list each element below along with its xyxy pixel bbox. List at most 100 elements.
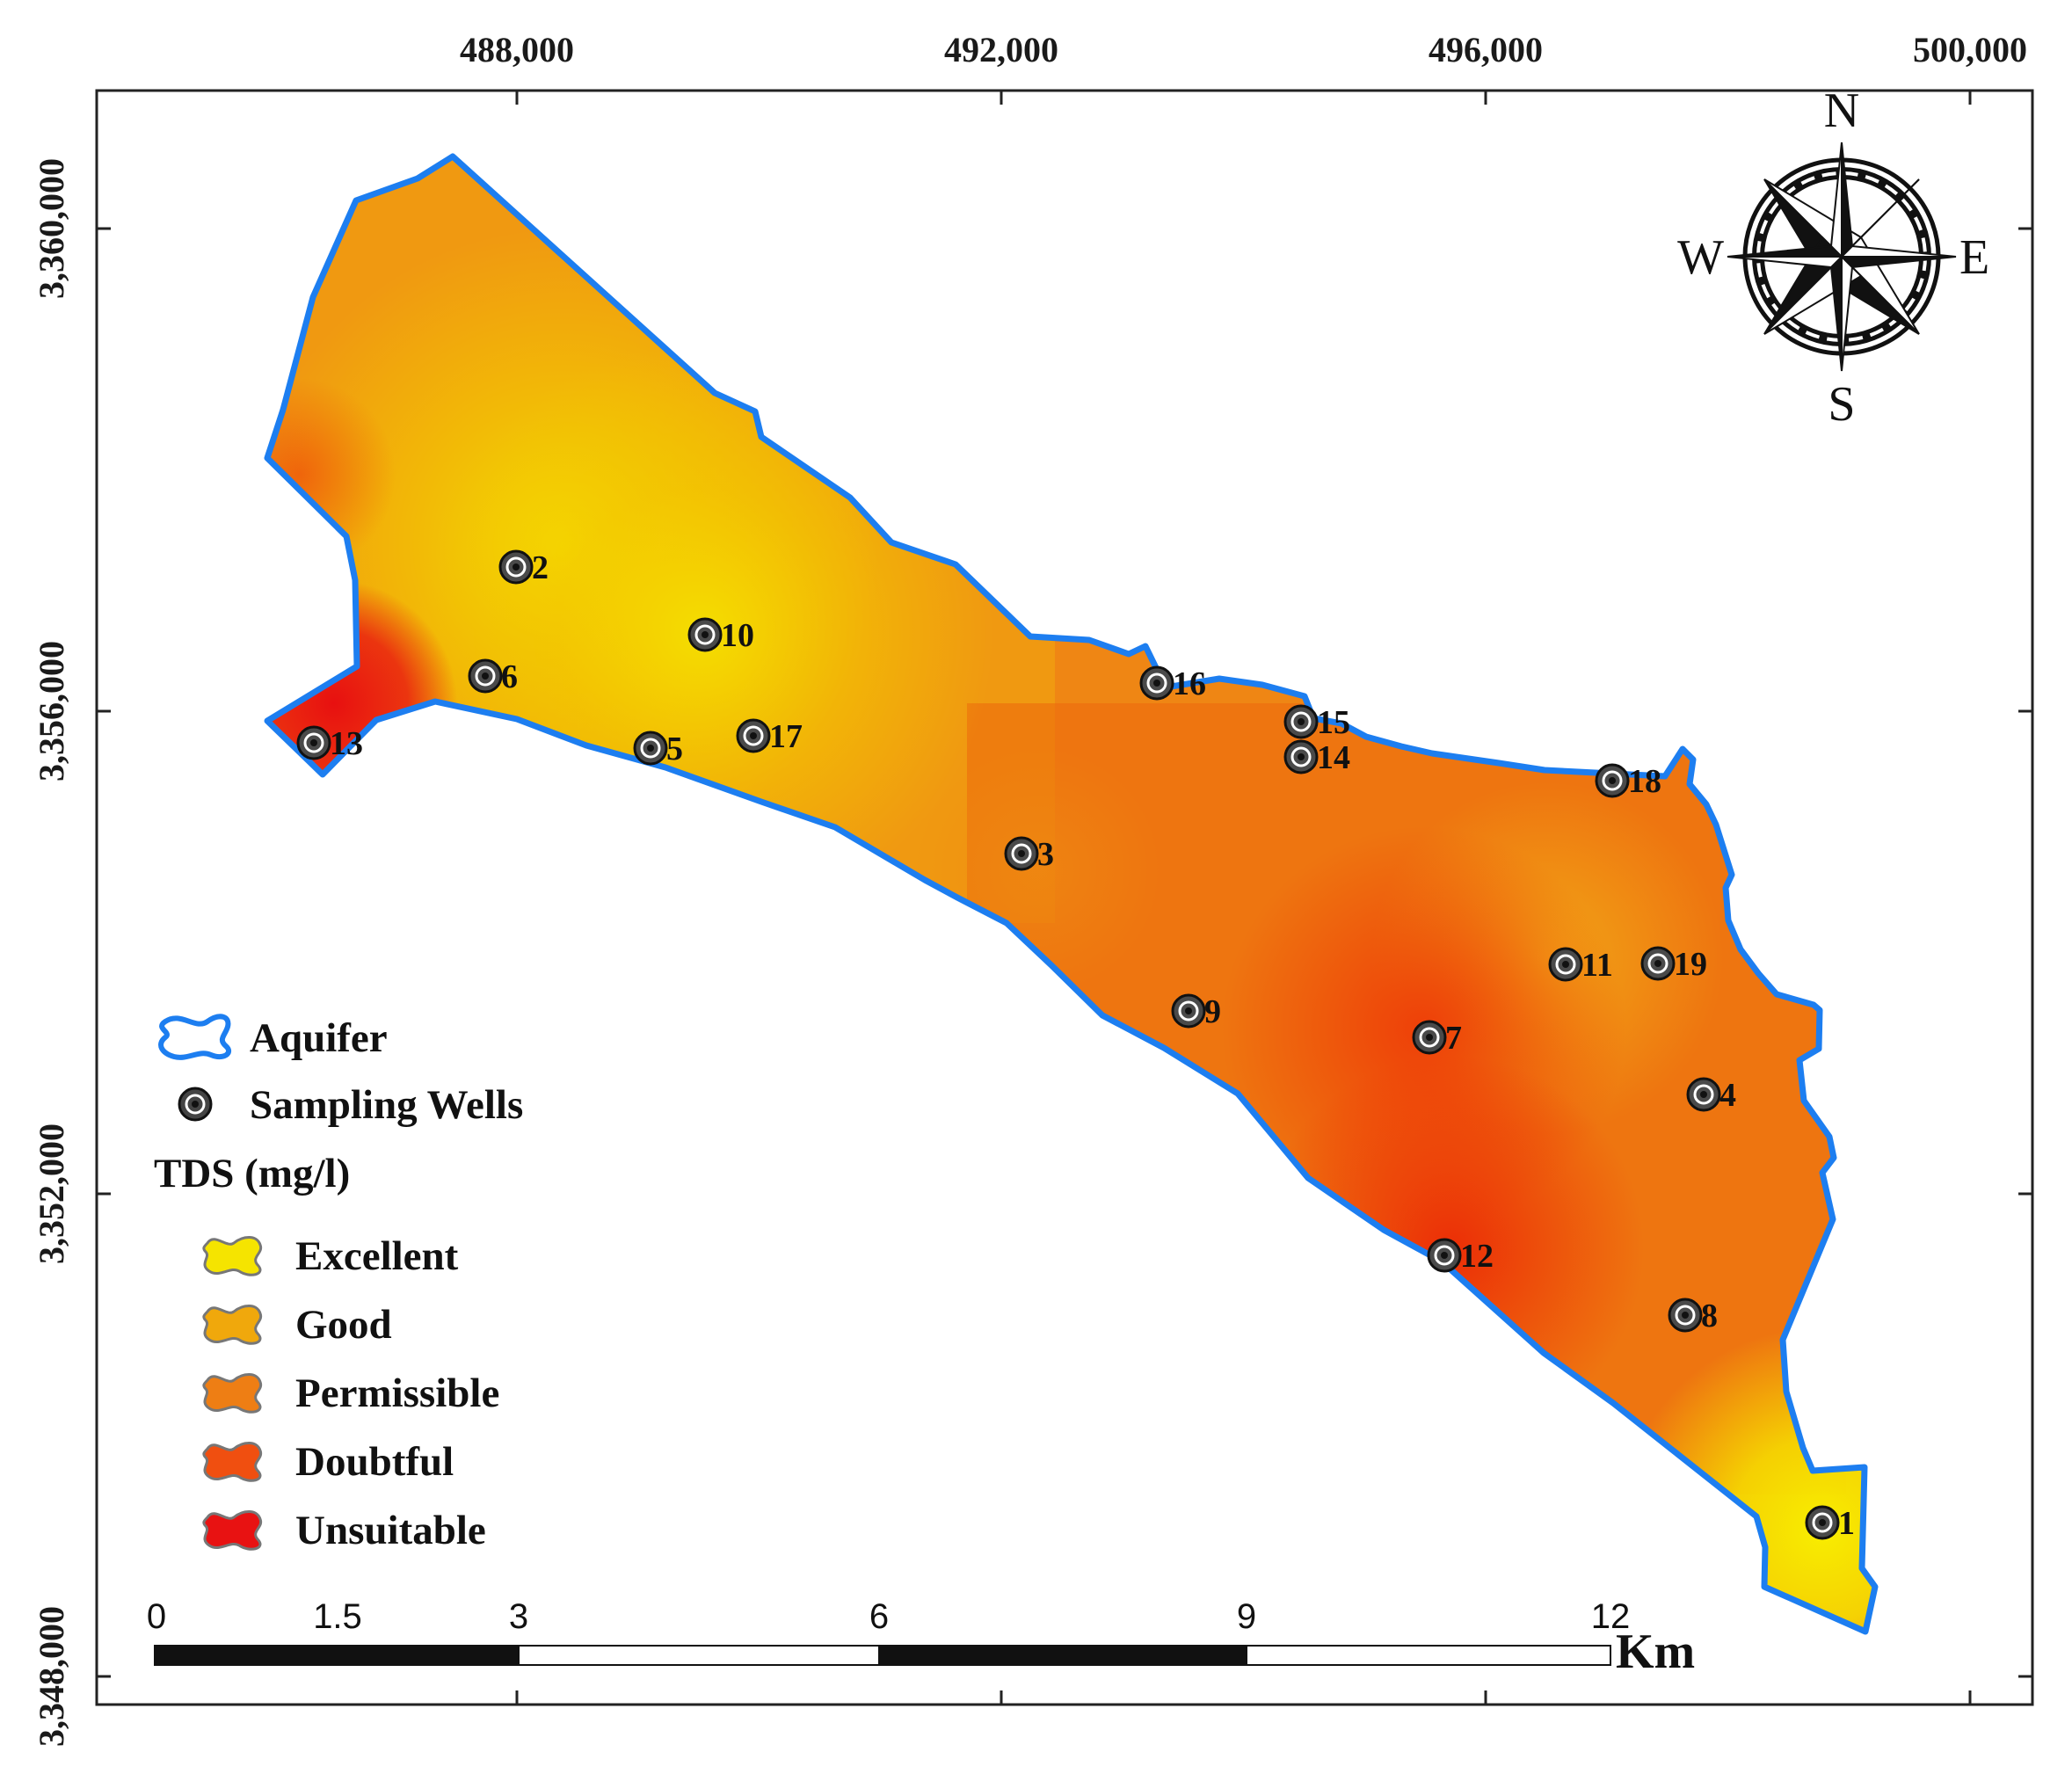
aquifer-legend-icon	[158, 1014, 232, 1060]
x-tick-label: 500,000	[1913, 30, 2027, 69]
well-label: 12	[1460, 1238, 1494, 1275]
sampling-well: 14	[1283, 739, 1350, 776]
well-label: 17	[769, 718, 803, 755]
legend-tds-title: TDS (mg/l)	[154, 1151, 350, 1196]
legend-class-label: Doubtful	[295, 1439, 454, 1485]
well-label: 11	[1581, 947, 1613, 984]
well-marker-ring	[475, 665, 496, 687]
x-axis-ticks: 488,000 492,000 496,000 500,000	[460, 30, 2027, 1705]
well-marker-ring	[1178, 1000, 1199, 1022]
well-label: 14	[1317, 739, 1350, 776]
well-marker-dot	[1700, 1091, 1707, 1098]
well-marker-ring	[1812, 1512, 1833, 1533]
well-marker-ring	[1419, 1027, 1440, 1048]
well-marker-dot	[1298, 718, 1305, 725]
legend-class-label: Excellent	[295, 1233, 459, 1279]
aquifer-boundary	[264, 153, 1879, 1635]
well-label: 16	[1173, 665, 1206, 702]
legend-class-label: Good	[295, 1302, 392, 1348]
y-tick-label: 3,348,000	[32, 1606, 71, 1747]
sampling-well: 16	[1139, 665, 1206, 702]
well-marker-dot	[1682, 1312, 1689, 1319]
well-marker-dot	[1018, 850, 1025, 857]
x-tick-label: 488,000	[460, 30, 574, 69]
legend-class-label: Permissible	[295, 1370, 499, 1416]
well-label: 10	[721, 617, 754, 654]
well-marker-dot	[1426, 1034, 1433, 1041]
well-marker-dot	[1562, 961, 1569, 968]
compass-point-e	[1839, 244, 1957, 258]
sampling-well: 2	[498, 549, 549, 586]
scale-segment-4	[1246, 1645, 1611, 1666]
well-marker-dot	[1185, 1007, 1192, 1014]
scale-tick-label: 1.5	[313, 1597, 362, 1636]
well-marker-ring	[1011, 843, 1032, 864]
scale-segment-3	[878, 1645, 1247, 1666]
sampling-well: 13	[296, 725, 363, 762]
well-marker-dot	[513, 563, 520, 571]
compass-south-label: S	[1828, 377, 1855, 432]
well-marker-dot	[482, 673, 489, 680]
scale-segment-1	[154, 1645, 520, 1666]
sampling-well-legend-icon-ring	[185, 1094, 206, 1115]
legend-class-label: Unsuitable	[295, 1508, 486, 1553]
legend-wells-label: Sampling Wells	[250, 1082, 523, 1128]
scale-unit-label: Km	[1616, 1625, 1695, 1679]
scale-tick-label: 12	[1591, 1597, 1631, 1636]
well-marker-dot	[1298, 753, 1305, 760]
legend-class-swatch-icon	[202, 1236, 263, 1276]
sampling-well: 18	[1595, 763, 1661, 800]
y-axis-ticks: 3,360,000 3,356,000 3,352,000 3,348,000	[32, 158, 2032, 1747]
well-label: 13	[330, 725, 363, 762]
compass-point-w	[1727, 256, 1844, 269]
well-marker-dot	[1654, 960, 1661, 967]
x-tick-label: 496,000	[1429, 30, 1543, 69]
well-marker-ring	[1647, 953, 1669, 974]
well-marker-dot	[702, 631, 709, 638]
sampling-well: 17	[736, 718, 803, 755]
sampling-well-legend-icon-dot	[192, 1101, 199, 1108]
sampling-well-legend-icon	[178, 1087, 213, 1122]
sampling-well: 1	[1805, 1505, 1855, 1542]
well-marker-ring	[743, 725, 764, 746]
well-marker-ring	[1555, 954, 1576, 975]
well-marker-dot	[750, 732, 757, 739]
legend-tds-classes: Excellent Good Permissible Doubtful Unsuitab…	[202, 1233, 499, 1553]
y-tick-label: 3,360,000	[32, 158, 71, 299]
sampling-well: 7	[1412, 1020, 1462, 1057]
well-marker-dot	[647, 745, 654, 752]
well-marker-ring	[694, 624, 716, 645]
y-tick-label: 3,356,000	[32, 641, 71, 782]
well-label: 6	[501, 658, 518, 695]
sampling-well: 9	[1171, 993, 1221, 1030]
sampling-well: 15	[1283, 704, 1350, 741]
well-label: 8	[1701, 1298, 1718, 1334]
legend-class-swatch-icon	[202, 1373, 263, 1414]
legend-class-swatch-icon	[202, 1305, 263, 1345]
well-marker-ring	[1146, 673, 1167, 694]
scale-labels: 0 1.5 3 6 9 12	[147, 1597, 1630, 1636]
sampling-well: 12	[1427, 1238, 1494, 1275]
well-marker-ring	[1693, 1084, 1714, 1105]
y-tick-label: 3,352,000	[32, 1123, 71, 1264]
scale-bar: 0 1.5 3 6 9 12 Km	[147, 1597, 1695, 1679]
well-marker-ring	[1290, 711, 1312, 732]
well-marker-ring	[505, 556, 527, 578]
sampling-well: 4	[1686, 1077, 1736, 1114]
legend-class-swatch-icon	[202, 1510, 263, 1551]
legend-aquifer-label: Aquifer	[250, 1015, 388, 1061]
compass-north-label: N	[1824, 84, 1859, 138]
sampling-well: 6	[468, 658, 518, 695]
legend: Aquifer Sampling Wells TDS (mg/l) Excell…	[154, 1014, 523, 1553]
well-marker-ring	[303, 732, 324, 753]
well-marker-ring	[1434, 1245, 1455, 1266]
x-tick-label: 492,000	[944, 30, 1058, 69]
north-arrow-compass-icon: N S E W	[1677, 84, 1989, 432]
well-marker-ring	[1675, 1305, 1696, 1326]
scale-tick-label: 9	[1237, 1597, 1256, 1636]
well-label: 15	[1317, 704, 1350, 741]
well-label: 1	[1838, 1505, 1855, 1542]
well-marker-dot	[1441, 1252, 1448, 1259]
